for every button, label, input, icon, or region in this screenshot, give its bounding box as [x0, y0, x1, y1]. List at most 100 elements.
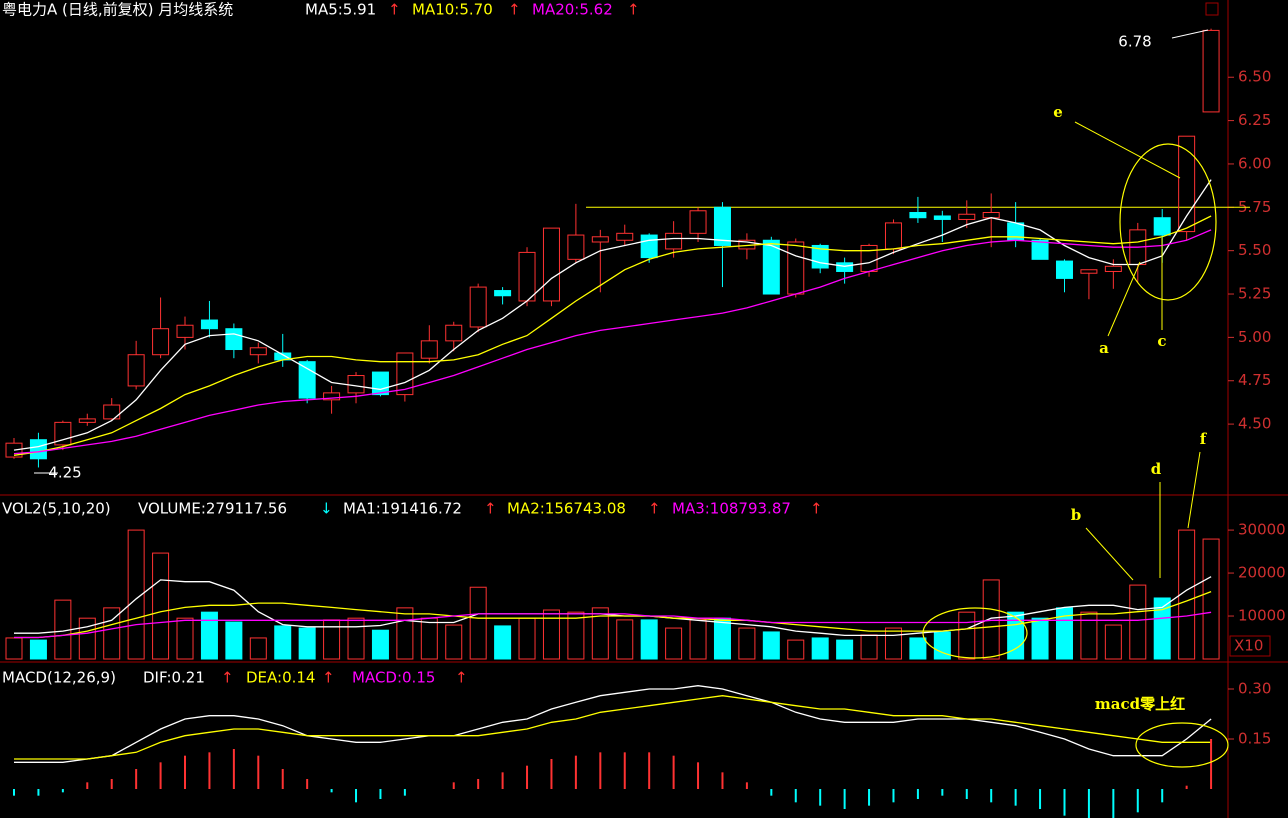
window-icon[interactable]: [1205, 2, 1219, 16]
y-tick-label: 30000: [1238, 521, 1286, 539]
candle-body: [347, 375, 365, 394]
legend-trend: ↑: [221, 669, 234, 687]
y-tick-label: 4.75: [1238, 371, 1271, 389]
legend-trend: ↑: [388, 1, 401, 19]
series-line: [14, 685, 1212, 763]
y-tick-label: 5.25: [1238, 285, 1271, 303]
legend-entry: MA20:5.62: [532, 1, 613, 19]
volume-bar: [103, 607, 121, 660]
volume-bar: [665, 627, 683, 660]
candle-body: [200, 319, 218, 330]
annotation: b: [1071, 506, 1082, 524]
volume-bar: [152, 552, 170, 660]
y-tick-label: 5.75: [1238, 198, 1271, 216]
volume-bar: [811, 637, 829, 660]
legend-trend: ↓: [320, 500, 333, 518]
candle-body: [567, 234, 585, 260]
candle-body: [1104, 265, 1122, 272]
y-tick-label: 10000: [1238, 607, 1286, 625]
candle-body: [762, 239, 780, 295]
volume-bar: [884, 627, 902, 660]
unit-label: X10: [1234, 637, 1263, 655]
volume-bar: [347, 617, 365, 660]
candle-body: [860, 244, 878, 272]
panel-title: MACD(12,26,9): [2, 669, 116, 687]
volume-bar: [1153, 597, 1171, 660]
candle-body: [689, 210, 707, 234]
candle-body: [1178, 135, 1196, 233]
series-line: [13, 229, 1212, 455]
volume-bar: [469, 586, 487, 660]
volume-bar: [494, 625, 512, 660]
series-line: [14, 611, 1212, 639]
volume-bar: [29, 639, 47, 660]
volume-bar: [176, 617, 194, 660]
y-tick-label: 5.50: [1238, 241, 1271, 259]
candle-body: [665, 232, 683, 250]
y-tick-label: 20000: [1238, 564, 1286, 582]
panel-title: VOL2(5,10,20): [2, 500, 111, 518]
volume-bar: [274, 625, 292, 660]
candle-body: [127, 354, 145, 387]
candle-body: [640, 234, 658, 259]
volume-bar: [420, 617, 438, 660]
candle-body: [225, 328, 243, 351]
highlight-ellipse: [922, 607, 1028, 659]
legend-entry: MA10:5.70: [412, 1, 493, 19]
series-line: [14, 576, 1212, 637]
y-tick-label: 0.15: [1238, 730, 1271, 748]
volume-bar: [518, 617, 536, 660]
y-tick-label: 4.50: [1238, 415, 1271, 433]
y-tick-label: 5.00: [1238, 328, 1271, 346]
legend-entry: MA3:108793.87: [672, 500, 791, 518]
series-line: [14, 695, 1212, 760]
candle-body: [836, 262, 854, 272]
legend-entry: MA5:5.91: [305, 1, 376, 19]
legend-entry: MA2:156743.08: [507, 500, 626, 518]
volume-bar: [298, 627, 316, 660]
volume-bar: [249, 637, 267, 660]
volume-bar: [836, 639, 854, 660]
candle-body: [1031, 239, 1049, 260]
candle-body: [298, 361, 316, 399]
volume-bar: [445, 624, 463, 660]
annotation: d: [1151, 460, 1162, 478]
volume-bar: [542, 609, 560, 660]
volume-bar: [200, 611, 218, 660]
candle-body: [713, 206, 731, 246]
candle-body: [616, 232, 634, 241]
legend-entry: DIF:0.21: [143, 669, 205, 687]
volume-bar: [78, 617, 96, 660]
volume-bar: [982, 579, 1000, 660]
candle-body: [323, 392, 341, 401]
series-line: [13, 179, 1212, 451]
volume-bar: [323, 619, 341, 660]
legend-trend: ↑: [455, 669, 468, 687]
annotation: 6.78: [1118, 33, 1151, 51]
legend-trend: ↑: [322, 669, 335, 687]
candle-body: [909, 212, 927, 219]
volume-bar: [1080, 611, 1098, 660]
candle-body: [78, 418, 96, 423]
y-tick-label: 6.50: [1238, 68, 1271, 86]
candle-body: [445, 324, 463, 342]
candle-body: [152, 328, 170, 356]
candle-body: [787, 241, 805, 295]
candle-body: [176, 324, 194, 338]
candle-body: [591, 236, 609, 243]
series-line: [13, 215, 1212, 456]
series-line: [14, 590, 1212, 639]
volume-bar: [616, 619, 634, 660]
candle-body: [933, 215, 951, 220]
volume-bar: [933, 631, 951, 660]
candle-body: [811, 244, 829, 269]
volume-bar: [762, 631, 780, 660]
volume-bar: [958, 611, 976, 660]
candle-body: [958, 213, 976, 220]
candle-body: [371, 371, 389, 396]
volume-bar: [787, 639, 805, 660]
candle-body: [494, 290, 512, 297]
candle-body: [469, 286, 487, 328]
annotation: 4.25: [48, 464, 81, 482]
